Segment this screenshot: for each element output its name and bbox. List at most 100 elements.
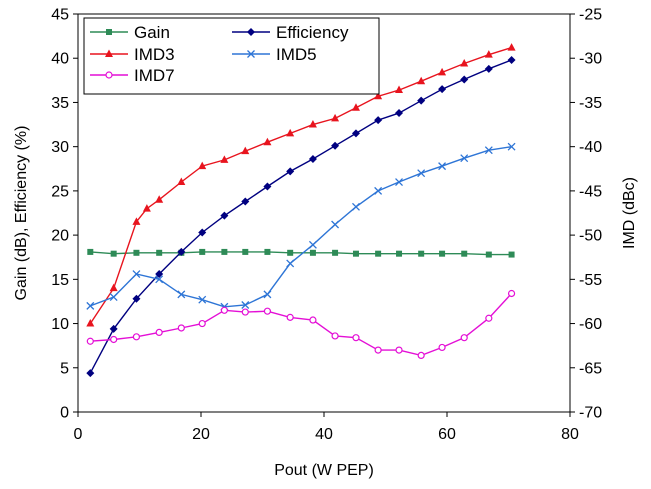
imd7-point [220,306,228,314]
left-y-axis-label: Gain (dB), Efficiency (%) [13,126,30,301]
gain-point [242,248,249,255]
imd7-point [352,334,360,342]
x-tick-label: 60 [438,426,456,443]
imd3-point [86,319,95,327]
legend-marker-efficiency [247,28,255,36]
right-y-tick-label: -55 [579,272,602,289]
imd3-point [132,217,141,225]
series-layer [86,43,516,378]
imd3-point [484,50,493,58]
x-tick-label: 20 [192,426,210,443]
efficiency-point [351,129,360,138]
right-y-tick-label: -60 [579,316,602,333]
efficiency-point [417,96,426,105]
imd7-point [460,334,468,342]
imd7-point [395,346,403,354]
legend-marker-imd3 [105,49,113,57]
efficiency-point [395,109,404,118]
series-gain [87,248,515,258]
imd5-point [155,275,164,284]
left-y-tick-label: 45 [51,7,69,24]
legend-entry-gain: Gain [90,23,170,42]
imd5-point [331,220,340,229]
x-tick-label: 0 [74,426,83,443]
imd3-point [109,283,118,292]
imd5-point [507,142,516,151]
efficiency-point [460,75,469,84]
legend-entry-imd7: IMD7 [90,66,175,85]
gain-line [90,251,512,256]
imd5-point [109,293,118,301]
legend-marker-gain [106,29,112,35]
x-axis-label: Pout (W PEP) [274,462,374,479]
imd7-point [309,316,317,324]
imd3-point [438,67,447,76]
gain-point [199,248,206,255]
imd7-point [110,335,118,344]
imd7-point [263,307,272,315]
gain-point [352,250,359,257]
legend-entries: Gain Efficiency IMD3 IMD5 IMD7 [90,23,349,85]
gain-point [439,250,446,257]
efficiency-point [86,369,95,378]
imd5-point [132,270,141,278]
series-imd5 [86,142,516,311]
imd7-point [132,333,141,341]
series-imd3 [86,43,516,327]
efficiency-point [109,324,118,333]
efficiency-point [308,155,317,164]
right-y-tick-label: -45 [579,183,602,200]
imd5-point [374,186,383,195]
efficiency-point [177,247,186,256]
imd7-point [417,351,425,359]
imd3-point [263,137,272,146]
legend-label-efficiency: Efficiency [276,23,349,42]
efficiency-point [484,64,493,73]
gain-point [133,249,140,256]
imd7-point [507,289,516,298]
imd3-point [308,120,317,128]
legend-marker-imd5 [247,50,255,58]
imd7-point [155,328,163,336]
imd5-point [198,295,207,304]
imd3-point [417,76,426,85]
imd7-point [286,313,294,321]
imd3-point [177,177,186,186]
imd7-point [241,308,249,316]
gain-point [508,251,515,258]
legend-box [83,17,380,95]
gain-point [287,249,294,256]
gain-point [375,250,382,257]
legend: Gain Efficiency IMD3 IMD5 IMD7 [83,17,380,95]
gain-point [110,250,117,257]
imd5-point [263,290,272,299]
left-y-tick-label: 5 [60,360,69,377]
imd3-point [351,103,360,111]
efficiency-point [220,211,229,220]
imd7-line [90,293,513,357]
x-tick-label: 80 [561,426,579,443]
gain-point [221,248,228,255]
right-y-tick-label: -35 [579,95,602,112]
imd7-point [86,337,94,345]
right-y-tick-label: -30 [579,51,602,68]
gain-point [461,250,468,257]
left-y-axis: 0 5 10 15 20 25 30 35 40 45 [51,7,78,422]
gain-point [87,248,94,255]
imd5-point [417,169,426,178]
efficiency-point [263,182,272,191]
efficiency-point [286,167,295,176]
series-imd7 [86,289,516,359]
imd3-point [395,85,404,94]
left-y-tick-label: 20 [51,228,69,245]
legend-label-gain: Gain [134,23,170,42]
left-y-tick-label: 40 [51,51,69,68]
imd3-point [286,128,295,137]
gain-point [485,251,492,258]
imd7-point [438,343,446,352]
left-y-tick-label: 25 [51,183,69,200]
efficiency-point [241,197,250,206]
efficiency-point [155,270,164,279]
series-efficiency [86,55,516,378]
